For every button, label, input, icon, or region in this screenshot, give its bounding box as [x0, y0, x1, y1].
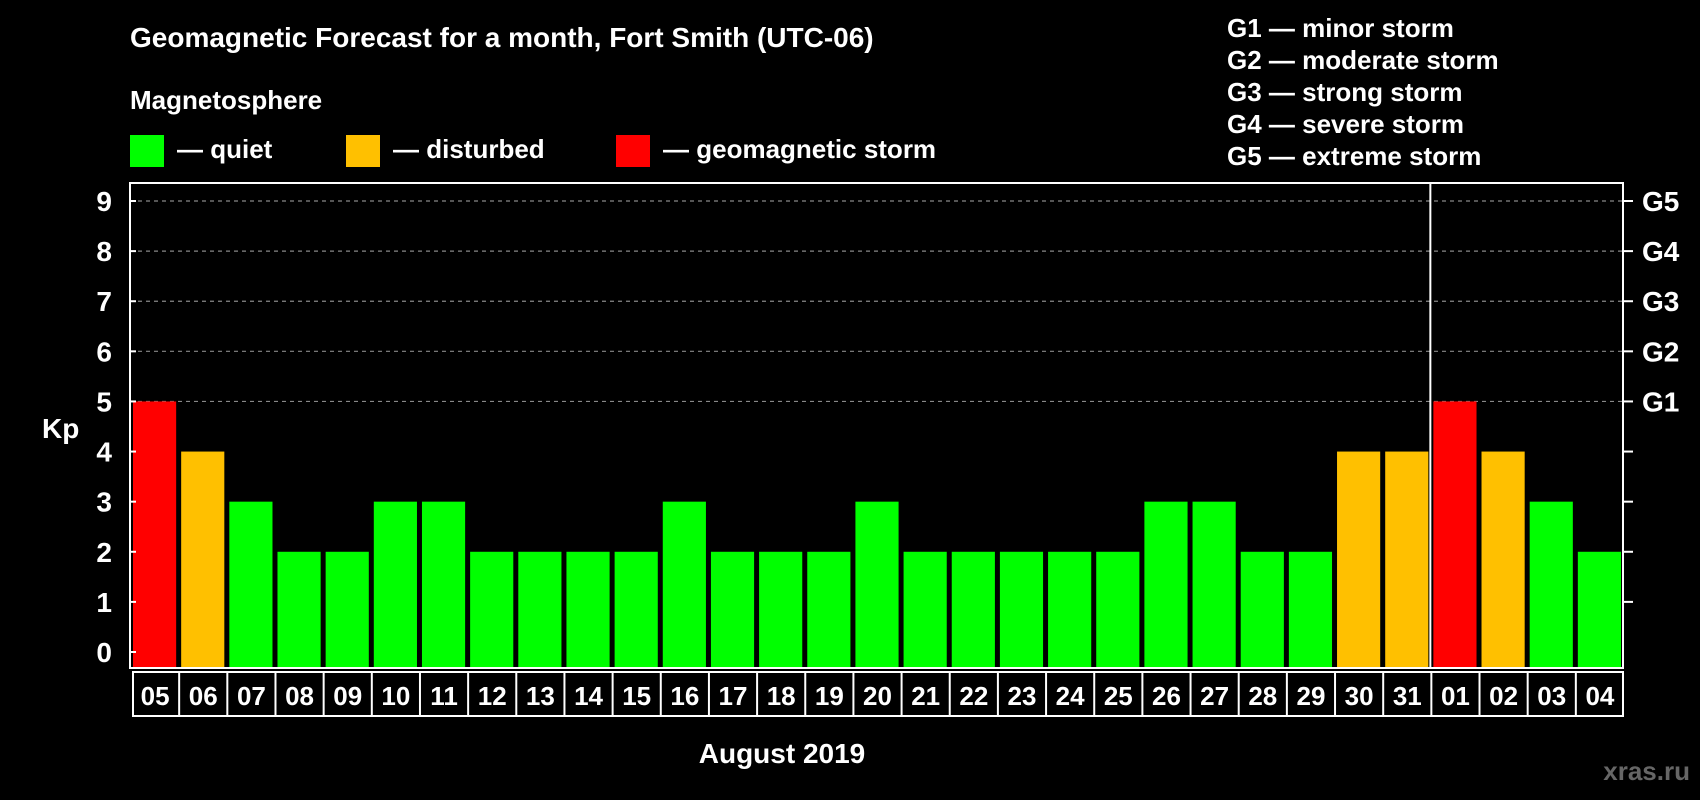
bar-20 — [855, 501, 899, 668]
y-tick-label: 7 — [96, 286, 112, 317]
y-tick-label: 9 — [96, 186, 112, 217]
y-tick-label: 6 — [96, 336, 112, 367]
date-label-04: 04 — [1585, 681, 1614, 711]
date-label-03: 03 — [1537, 681, 1566, 711]
bar-25 — [1096, 551, 1140, 668]
date-label-05: 05 — [141, 681, 170, 711]
bar-21 — [903, 551, 947, 668]
bar-07 — [229, 501, 273, 668]
bar-08 — [277, 551, 321, 668]
date-label-18: 18 — [767, 681, 796, 711]
date-label-12: 12 — [478, 681, 507, 711]
bar-09 — [325, 551, 369, 668]
date-label-02: 02 — [1489, 681, 1518, 711]
date-label-01: 01 — [1441, 681, 1470, 711]
date-label-21: 21 — [911, 681, 940, 711]
y-tick-label: 3 — [96, 487, 112, 518]
date-label-31: 31 — [1393, 681, 1422, 711]
bar-03 — [1529, 501, 1573, 668]
bar-28 — [1240, 551, 1284, 668]
date-label-30: 30 — [1345, 681, 1374, 711]
date-label-28: 28 — [1248, 681, 1277, 711]
bar-18 — [759, 551, 803, 668]
bar-23 — [999, 551, 1044, 668]
legend-swatch — [346, 135, 380, 167]
bar-27 — [1192, 501, 1236, 668]
date-label-07: 07 — [237, 681, 266, 711]
date-label-09: 09 — [333, 681, 362, 711]
y-tick-label: 4 — [96, 437, 112, 468]
bar-02 — [1481, 451, 1525, 668]
date-label-19: 19 — [815, 681, 844, 711]
date-label-22: 22 — [959, 681, 988, 711]
g-level-label: G1 — [1642, 386, 1679, 417]
date-label-23: 23 — [1008, 681, 1037, 711]
bar-19 — [807, 551, 851, 668]
storm-scale-item: G1 — minor storm — [1227, 13, 1454, 43]
bar-04 — [1577, 551, 1621, 668]
date-row-frame — [132, 671, 1624, 717]
date-label-29: 29 — [1296, 681, 1325, 711]
bar-15 — [614, 551, 658, 668]
y-tick-label: 1 — [96, 587, 112, 618]
y-axis-label: Kp — [42, 413, 79, 444]
date-label-14: 14 — [574, 681, 603, 711]
date-label-13: 13 — [526, 681, 555, 711]
bar-29 — [1288, 551, 1333, 668]
bar-14 — [566, 551, 610, 668]
date-label-08: 08 — [285, 681, 314, 711]
storm-scale-item: G2 — moderate storm — [1227, 45, 1499, 75]
legend-label: — quiet — [177, 134, 273, 164]
date-label-16: 16 — [670, 681, 699, 711]
date-label-20: 20 — [863, 681, 892, 711]
bar-22 — [951, 551, 995, 668]
plot-frame — [129, 182, 1624, 669]
bar-17 — [710, 551, 755, 668]
date-label-24: 24 — [1056, 681, 1085, 711]
date-label-26: 26 — [1152, 681, 1181, 711]
legend-swatch — [130, 135, 164, 167]
bar-01 — [1433, 401, 1477, 668]
date-label-17: 17 — [719, 681, 748, 711]
g-level-label: G2 — [1642, 336, 1679, 367]
chart-title: Geomagnetic Forecast for a month, Fort S… — [130, 22, 874, 53]
y-tick-label: 8 — [96, 236, 112, 267]
bar-26 — [1144, 501, 1188, 668]
y-tick-label: 5 — [96, 386, 112, 417]
g-level-label: G5 — [1642, 186, 1679, 217]
g-level-label: G3 — [1642, 286, 1679, 317]
bar-11 — [421, 501, 466, 668]
legend: — quiet — disturbed — geomagnetic storm — [130, 134, 936, 167]
x-axis-label: August 2019 — [699, 738, 866, 769]
bar-24 — [1048, 551, 1092, 668]
date-label-06: 06 — [189, 681, 218, 711]
date-label-25: 25 — [1104, 681, 1133, 711]
legend-label: — geomagnetic storm — [663, 134, 936, 164]
y-tick-label: 0 — [96, 637, 112, 668]
storm-scale-item: G4 — severe storm — [1227, 109, 1464, 139]
bar-13 — [518, 551, 562, 668]
bar-12 — [470, 551, 514, 668]
date-label-11: 11 — [430, 681, 458, 711]
bar-16 — [662, 501, 706, 668]
date-label-10: 10 — [381, 681, 410, 711]
date-label-15: 15 — [622, 681, 651, 711]
date-label-27: 27 — [1200, 681, 1229, 711]
legend-label: — disturbed — [393, 134, 545, 164]
watermark: xras.ru — [1603, 756, 1690, 786]
legend-title: Magnetosphere — [130, 85, 322, 115]
storm-scale-item: G3 — strong storm — [1227, 77, 1462, 107]
bar-31 — [1385, 451, 1429, 668]
legend-swatch — [616, 135, 650, 167]
bar-30 — [1337, 451, 1381, 668]
bar-06 — [181, 451, 225, 668]
storm-scale-item: G5 — extreme storm — [1227, 141, 1481, 171]
bar-05 — [133, 401, 177, 668]
g-level-label: G4 — [1642, 236, 1680, 267]
bar-10 — [373, 501, 417, 668]
y-tick-label: 2 — [96, 537, 112, 568]
